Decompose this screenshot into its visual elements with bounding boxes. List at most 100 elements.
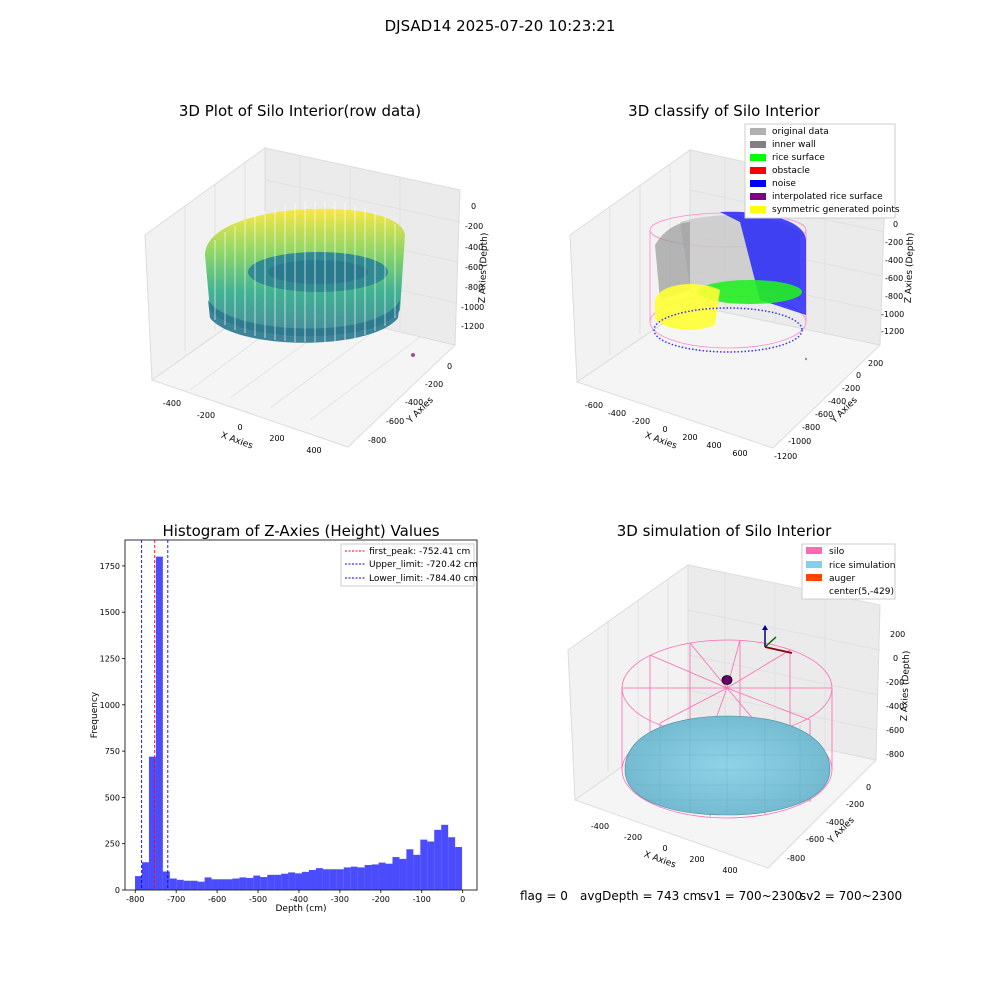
svg-text:-200: -200 bbox=[425, 380, 443, 389]
svg-text:-200: -200 bbox=[886, 678, 904, 687]
svg-text:200: 200 bbox=[890, 630, 905, 639]
histogram-bar bbox=[329, 869, 337, 890]
panel-histogram: Histogram of Z-Axies (Height) Values -80… bbox=[90, 522, 478, 914]
svg-text:-1000: -1000 bbox=[461, 303, 484, 312]
x-tick-label: 0 bbox=[460, 895, 465, 904]
histogram-y-label: Frequency bbox=[90, 691, 100, 738]
histogram-bar bbox=[267, 874, 275, 890]
x-tick-label: -600 bbox=[208, 895, 226, 904]
classify-y-ticks: 200 0 -200 -400 -600 -800 -1000 -1200 bbox=[774, 359, 883, 461]
raw-y-ticks: 0 -200 -400 -600 -800 bbox=[368, 362, 452, 445]
histogram-bar bbox=[246, 877, 254, 890]
raw-z-label: Z Axies (Depth) bbox=[478, 233, 490, 304]
histogram-bar bbox=[392, 857, 400, 890]
svg-text:200: 200 bbox=[269, 434, 284, 443]
histogram-bar bbox=[253, 875, 261, 890]
svg-text:-400: -400 bbox=[405, 398, 423, 407]
svg-text:-600: -600 bbox=[386, 417, 404, 426]
histogram-bar bbox=[399, 858, 407, 890]
svg-text:0: 0 bbox=[856, 371, 861, 380]
svg-text:-600: -600 bbox=[806, 835, 824, 844]
histogram-bar bbox=[315, 868, 323, 890]
x-tick-label: -500 bbox=[249, 895, 267, 904]
histogram-plot-area bbox=[124, 539, 478, 891]
svg-text:-800: -800 bbox=[368, 436, 386, 445]
panel-title-classify: 3D classify of Silo Interior bbox=[628, 102, 821, 120]
y-tick-label: 250 bbox=[105, 840, 120, 849]
histogram-threshold-lines bbox=[141, 540, 169, 890]
svg-text:-600: -600 bbox=[465, 263, 483, 272]
silo-wireframe bbox=[621, 639, 833, 819]
auger-marker bbox=[721, 675, 733, 685]
histogram-bar bbox=[155, 556, 163, 890]
y-tick-label: 0 bbox=[115, 886, 120, 895]
svg-text:-800: -800 bbox=[787, 854, 805, 863]
svg-text:inner wall: inner wall bbox=[772, 140, 816, 150]
svg-text:-400: -400 bbox=[826, 818, 844, 827]
figure-title: DJSAD14 2025-07-20 10:23:21 bbox=[385, 17, 616, 35]
histogram-bar bbox=[413, 854, 421, 890]
svg-text:400: 400 bbox=[722, 866, 737, 875]
raw-x-label: X Axies bbox=[219, 431, 254, 452]
flag-text: flag = 0 bbox=[520, 889, 568, 903]
panel-title-raw: 3D Plot of Silo Interior(row data) bbox=[179, 102, 421, 120]
svg-text:auger: auger bbox=[829, 574, 855, 584]
histogram-bar bbox=[281, 873, 289, 890]
histogram-bar bbox=[197, 881, 205, 890]
histogram-bar bbox=[169, 878, 177, 890]
histogram-bar bbox=[434, 829, 442, 890]
histogram-bar bbox=[190, 880, 198, 890]
svg-text:noise: noise bbox=[772, 179, 796, 189]
svg-text:-400: -400 bbox=[591, 822, 609, 831]
svg-text:-800: -800 bbox=[465, 283, 483, 292]
svg-text:200: 200 bbox=[868, 359, 883, 368]
y-tick-label: 750 bbox=[105, 747, 120, 756]
svg-text:-200: -200 bbox=[465, 222, 483, 231]
histogram-bar bbox=[183, 880, 191, 890]
histogram-bar bbox=[364, 865, 372, 890]
x-tick-label: -300 bbox=[331, 895, 349, 904]
histogram-bar bbox=[343, 867, 351, 890]
histogram-bar bbox=[295, 873, 303, 890]
histogram-bar bbox=[371, 864, 379, 890]
histogram-bar bbox=[308, 870, 316, 890]
svg-text:0: 0 bbox=[893, 220, 898, 229]
classify-z-label: Z Axies (Depth) bbox=[904, 233, 916, 304]
histogram-bar bbox=[232, 878, 240, 890]
histogram-x-ticks: -800 -700 -600 -500 -400 -300 -200 -100 0 bbox=[126, 890, 465, 904]
histogram-bar bbox=[322, 869, 330, 890]
histogram-bar bbox=[239, 877, 247, 890]
svg-text:200: 200 bbox=[682, 433, 697, 442]
histogram-bar bbox=[336, 869, 344, 890]
svg-text:-600: -600 bbox=[815, 410, 833, 419]
svg-text:200: 200 bbox=[689, 855, 704, 864]
histogram-bar bbox=[448, 837, 456, 890]
histogram-bar bbox=[427, 841, 435, 890]
svg-text:-200: -200 bbox=[632, 417, 650, 426]
rice-simulation-surface bbox=[624, 715, 831, 816]
svg-text:interpolated rice surface: interpolated rice surface bbox=[772, 192, 883, 202]
svg-text:-400: -400 bbox=[608, 409, 626, 418]
panel-title-simulation: 3D simulation of Silo Interior bbox=[617, 522, 832, 540]
x-tick-label: -200 bbox=[372, 895, 390, 904]
svg-text:0: 0 bbox=[471, 202, 476, 211]
x-tick-label: -700 bbox=[167, 895, 185, 904]
histogram-bar bbox=[218, 879, 226, 890]
svg-text:-600: -600 bbox=[886, 726, 904, 735]
simulation-x-ticks: -400 -200 0 200 400 bbox=[591, 822, 738, 875]
x-tick-label: -800 bbox=[126, 895, 144, 904]
svg-text:0: 0 bbox=[866, 783, 871, 792]
svg-text:obstacle: obstacle bbox=[772, 166, 810, 176]
histogram-bar bbox=[141, 862, 149, 890]
svg-text:-1200: -1200 bbox=[881, 327, 904, 336]
svg-text:-200: -200 bbox=[197, 411, 215, 420]
histogram-bar bbox=[288, 872, 296, 890]
svg-text:0: 0 bbox=[662, 844, 667, 853]
classified-point-cloud bbox=[649, 211, 808, 361]
sv1-text: sv1 = 700~2300 bbox=[700, 889, 802, 903]
status-line: flag = 0 avgDepth = 743 cm sv1 = 700~230… bbox=[520, 889, 902, 903]
svg-text:0: 0 bbox=[237, 423, 242, 432]
panel-simulation-3d: 3D simulation of Silo Interior bbox=[567, 522, 912, 875]
y-tick-label: 1250 bbox=[100, 655, 120, 664]
orientation-axes-icon bbox=[762, 625, 793, 654]
